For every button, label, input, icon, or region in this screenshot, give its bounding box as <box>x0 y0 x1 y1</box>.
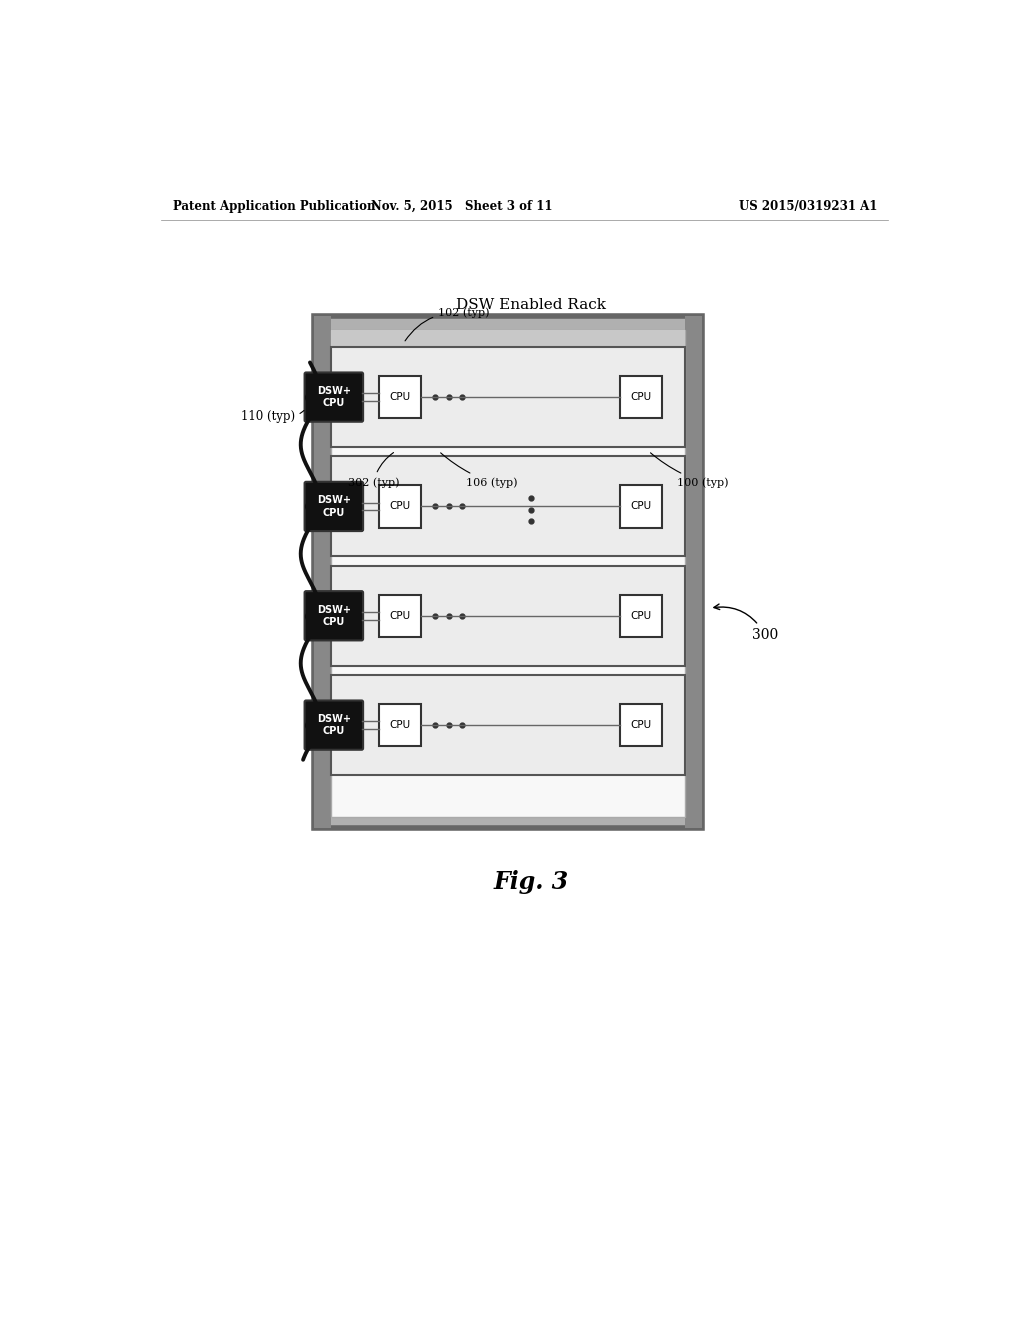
Text: CPU: CPU <box>389 392 411 403</box>
Bar <box>331 675 685 775</box>
Text: 302 (typ): 302 (typ) <box>348 453 399 487</box>
Text: CPU: CPU <box>630 392 651 403</box>
Text: CPU: CPU <box>630 721 651 730</box>
Text: DSW Enabled Rack: DSW Enabled Rack <box>456 298 606 312</box>
Text: CPU: CPU <box>389 502 411 511</box>
Text: 102 (typ): 102 (typ) <box>406 308 489 341</box>
Bar <box>313 317 331 829</box>
Text: DSW+
CPU: DSW+ CPU <box>316 605 351 627</box>
Bar <box>620 704 662 746</box>
Text: CPU: CPU <box>630 611 651 620</box>
Text: US 2015/0319231 A1: US 2015/0319231 A1 <box>739 199 878 213</box>
Bar <box>379 376 421 418</box>
Text: CPU: CPU <box>389 611 411 620</box>
Text: Fig. 3: Fig. 3 <box>494 870 568 894</box>
Bar <box>685 317 701 829</box>
Bar <box>331 457 685 557</box>
Text: Patent Application Publication: Patent Application Publication <box>173 199 376 213</box>
Text: 300: 300 <box>714 605 778 642</box>
Text: Nov. 5, 2015   Sheet 3 of 11: Nov. 5, 2015 Sheet 3 of 11 <box>371 199 552 213</box>
Text: 106 (typ): 106 (typ) <box>440 453 517 487</box>
Bar <box>331 347 685 447</box>
Bar <box>379 486 421 528</box>
Text: CPU: CPU <box>630 502 651 511</box>
Bar <box>331 330 685 347</box>
Bar <box>313 317 701 829</box>
Bar <box>620 376 662 418</box>
Text: 100 (typ): 100 (typ) <box>650 453 729 487</box>
FancyBboxPatch shape <box>304 482 364 531</box>
Text: CPU: CPU <box>389 721 411 730</box>
Bar <box>620 594 662 638</box>
Bar <box>331 330 685 817</box>
Bar <box>331 566 685 665</box>
FancyBboxPatch shape <box>304 701 364 750</box>
Text: DSW+
CPU: DSW+ CPU <box>316 495 351 517</box>
Text: DSW+
CPU: DSW+ CPU <box>316 385 351 408</box>
Text: DSW+
CPU: DSW+ CPU <box>316 714 351 737</box>
Bar <box>379 704 421 746</box>
FancyBboxPatch shape <box>304 372 364 422</box>
Text: 110 (typ): 110 (typ) <box>241 411 304 424</box>
Bar <box>620 486 662 528</box>
FancyBboxPatch shape <box>304 591 364 640</box>
Bar <box>379 594 421 638</box>
